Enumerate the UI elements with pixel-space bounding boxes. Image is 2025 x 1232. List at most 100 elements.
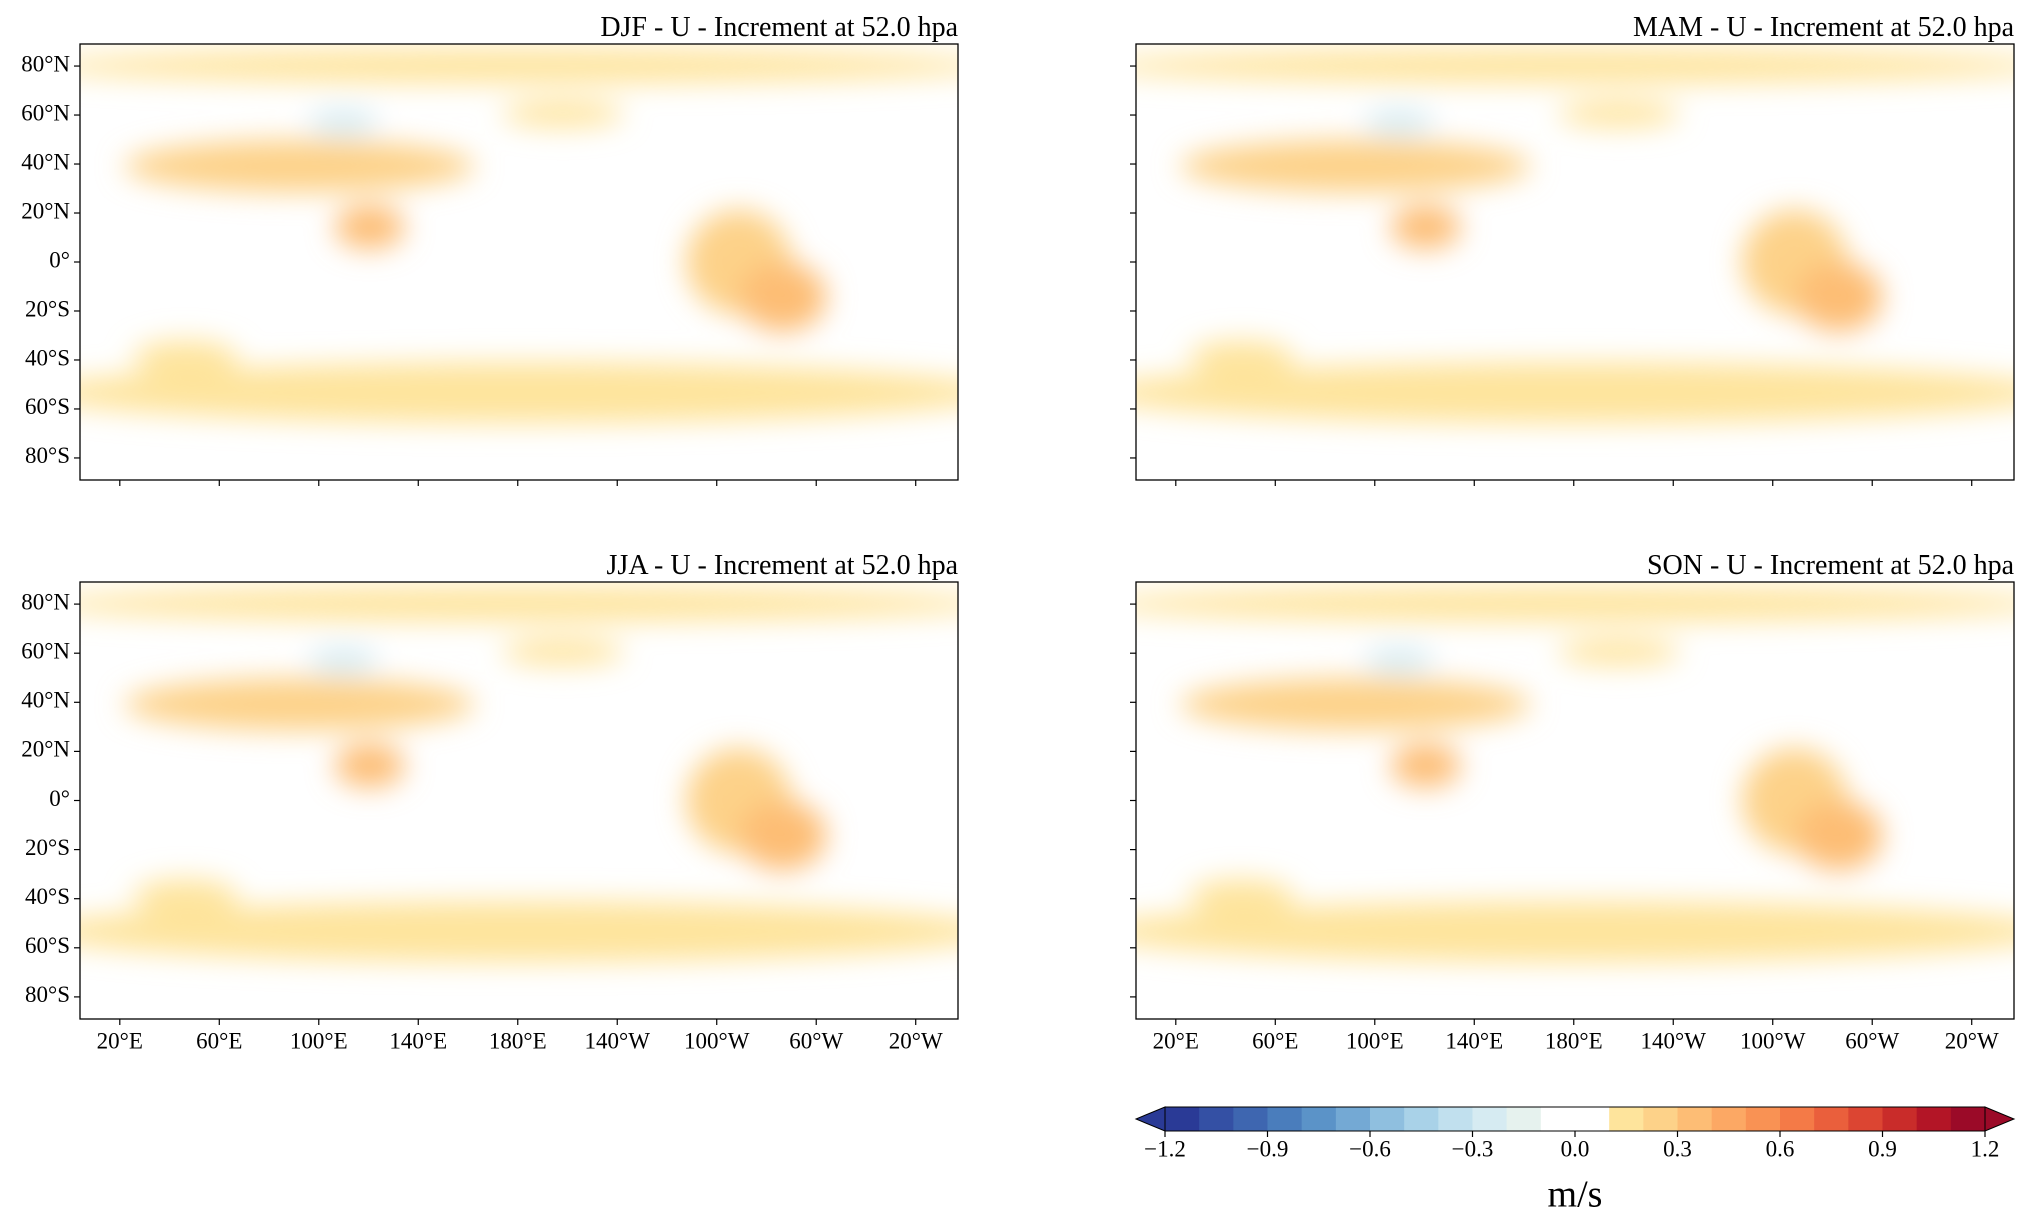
- colorbar-tick-label: −0.9: [1247, 1136, 1289, 1161]
- colorbar-segment: [1575, 1107, 1610, 1131]
- lat-tick-label: 80°N: [21, 589, 70, 614]
- colorbar-segment: [1267, 1107, 1303, 1131]
- lon-tick-label: 20°E: [1153, 1028, 1199, 1053]
- colorbar-segment: [1370, 1107, 1405, 1131]
- field-patch: [738, 800, 827, 871]
- colorbar-segment: [1950, 1107, 1986, 1131]
- field-patch: [1179, 139, 1532, 193]
- lon-tick-label: 140°W: [585, 1028, 651, 1053]
- colorbar-label: m/s: [1548, 1174, 1603, 1216]
- colorbar-segment: [1199, 1107, 1234, 1131]
- colorbar-segment: [1643, 1107, 1678, 1131]
- lon-tick-label: 60°E: [196, 1028, 242, 1053]
- lat-tick-label: 0°: [49, 786, 70, 811]
- colorbar-segment: [1301, 1107, 1337, 1131]
- panel-title: SON - U - Increment at 52.0 hpa: [1647, 550, 2015, 581]
- colorbar-tick-label: 0.3: [1663, 1136, 1692, 1161]
- field: [80, 586, 958, 963]
- lon-tick-label: 60°W: [789, 1028, 843, 1053]
- lat-tick-label: 40°S: [25, 884, 70, 909]
- colorbar-extend-max: [1984, 1106, 2016, 1132]
- lat-tick-label: 80°N: [21, 51, 70, 76]
- field-patch: [1557, 100, 1681, 127]
- field-patch: [1188, 879, 1295, 915]
- lat-tick-label: 80°S: [25, 443, 70, 468]
- colorbar-segment: [1882, 1107, 1918, 1131]
- field-patch: [1136, 362, 2014, 424]
- panel-title: DJF - U - Increment at 52.0 hpa: [600, 12, 958, 43]
- colorbar-segment: [1609, 1107, 1644, 1131]
- colorbar-tick-label: 0.0: [1561, 1136, 1590, 1161]
- lon-tick-label: 100°W: [1740, 1028, 1806, 1053]
- lon-tick-label: 140°E: [389, 1028, 447, 1053]
- field-patch: [308, 109, 379, 136]
- lat-tick-label: 80°S: [25, 982, 70, 1007]
- field-patch: [501, 100, 625, 127]
- field: [1136, 586, 2014, 963]
- field-patch: [1136, 901, 2014, 963]
- lon-tick-label: 140°W: [1641, 1028, 1707, 1053]
- lon-tick-label: 100°E: [290, 1028, 348, 1053]
- colorbar-tick-label: −0.6: [1349, 1136, 1391, 1161]
- field-patch: [80, 586, 958, 622]
- colorbar-segment: [1780, 1107, 1815, 1131]
- lat-tick-label: 60°S: [25, 394, 70, 419]
- panel-title: MAM - U - Increment at 52.0 hpa: [1633, 12, 2015, 43]
- colorbar-segment: [1472, 1107, 1508, 1131]
- colorbar-tick-label: −1.2: [1144, 1136, 1186, 1161]
- lon-tick-label: 180°E: [489, 1028, 547, 1053]
- lon-tick-label: 60°E: [1252, 1028, 1298, 1053]
- field-patch: [1136, 586, 2014, 622]
- field-patch: [308, 647, 379, 674]
- colorbar-tick-label: 1.2: [1971, 1136, 2000, 1161]
- panel-title: JJA - U - Increment at 52.0 hpa: [607, 550, 959, 581]
- lat-tick-label: 20°N: [21, 198, 70, 223]
- lon-tick-label: 60°W: [1845, 1028, 1899, 1053]
- colorbar-tick-label: 0.6: [1766, 1136, 1795, 1161]
- colorbar-segment: [1711, 1107, 1747, 1131]
- field: [80, 48, 958, 424]
- field-patch: [1364, 647, 1435, 674]
- field-patch: [1390, 743, 1461, 788]
- colorbar-extend-min: [1134, 1106, 1166, 1132]
- colorbar-segment: [1335, 1107, 1371, 1131]
- field-patch: [1136, 48, 2014, 84]
- field-patch: [738, 262, 827, 332]
- lon-tick-label: 20°W: [1945, 1028, 1999, 1053]
- lat-tick-label: 0°: [49, 247, 70, 272]
- field-patch: [1188, 340, 1295, 376]
- lat-tick-label: 40°N: [21, 688, 70, 713]
- colorbar-segment: [1540, 1107, 1576, 1131]
- colorbar-segment: [1438, 1107, 1473, 1131]
- field-patch: [1794, 800, 1883, 871]
- lon-tick-label: 180°E: [1545, 1028, 1603, 1053]
- field-patch: [1364, 109, 1435, 136]
- lon-tick-label: 140°E: [1445, 1028, 1503, 1053]
- lon-tick-label: 100°W: [684, 1028, 750, 1053]
- colorbar-segment: [1404, 1107, 1439, 1131]
- colorbar-tick-label: −0.3: [1452, 1136, 1494, 1161]
- lat-tick-label: 20°S: [25, 835, 70, 860]
- lat-tick-label: 60°S: [25, 933, 70, 958]
- colorbar-segment: [1848, 1107, 1883, 1131]
- lat-tick-label: 60°N: [21, 638, 70, 663]
- field-patch: [132, 879, 239, 915]
- lon-tick-label: 20°W: [889, 1028, 943, 1053]
- colorbar-segment: [1916, 1107, 1952, 1131]
- colorbar-segment: [1165, 1107, 1200, 1131]
- field-patch: [80, 901, 958, 963]
- colorbar-segment: [1745, 1107, 1781, 1131]
- field-patch: [501, 638, 625, 666]
- lon-tick-label: 100°E: [1346, 1028, 1404, 1053]
- lon-tick-label: 20°E: [97, 1028, 143, 1053]
- lat-tick-label: 20°N: [21, 737, 70, 762]
- colorbar-tick-label: 0.9: [1868, 1136, 1897, 1161]
- field-patch: [132, 340, 239, 376]
- field-patch: [1794, 262, 1883, 332]
- lat-tick-label: 40°N: [21, 149, 70, 174]
- field-patch: [1557, 638, 1681, 666]
- field-patch: [80, 362, 958, 424]
- field-patch: [1390, 205, 1461, 249]
- lat-tick-label: 60°N: [21, 100, 70, 125]
